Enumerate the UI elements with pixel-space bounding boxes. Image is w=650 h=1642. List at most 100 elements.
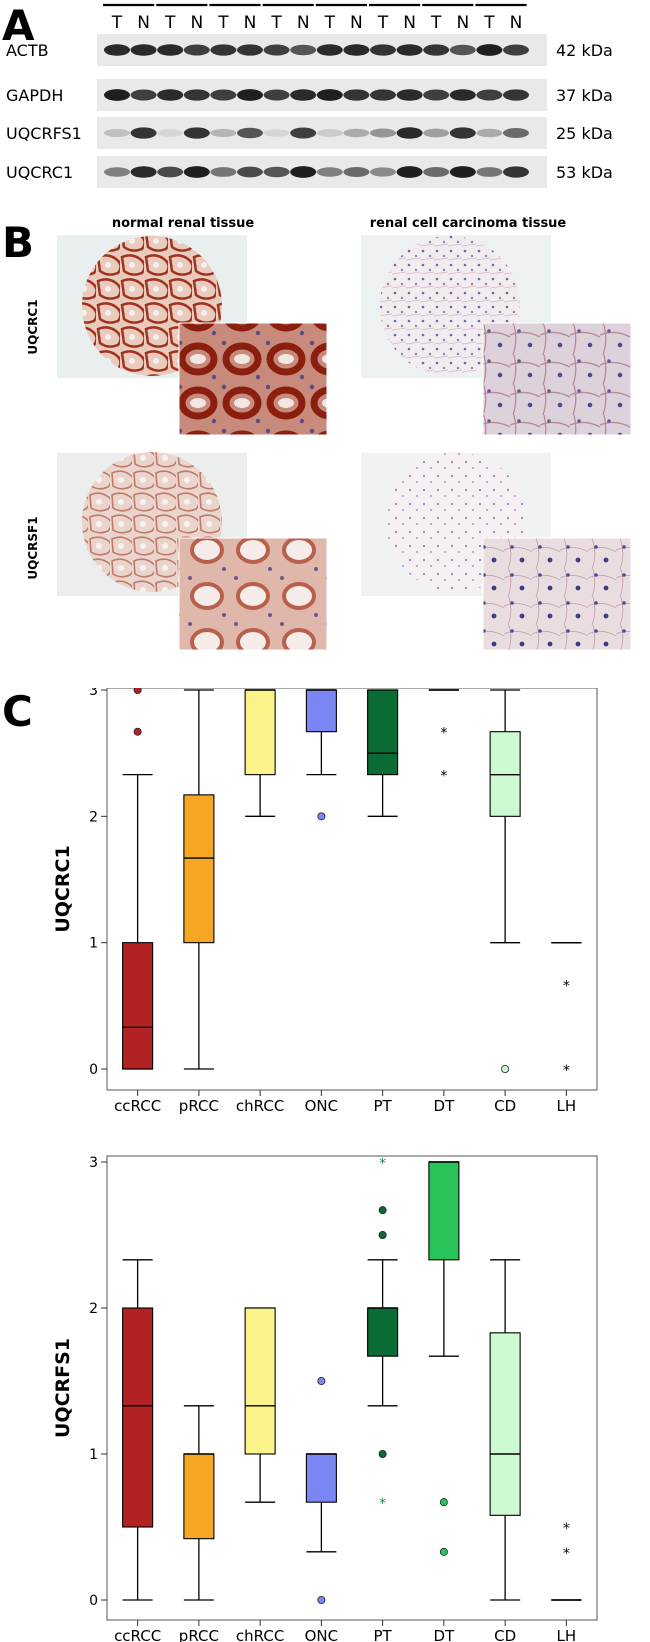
col-title-carcinoma: renal cell carcinoma tissue — [370, 216, 567, 231]
blot-band — [503, 89, 529, 101]
lane-label: N — [510, 13, 523, 33]
protein-label: UQCRC1 — [6, 163, 73, 182]
blot-band — [343, 89, 370, 101]
blot-band — [343, 128, 370, 138]
lane-label: N — [137, 13, 150, 33]
blot-row-uqcrc1: UQCRC1 53 kDa — [6, 156, 613, 188]
blot-band — [476, 128, 503, 138]
blot-band — [343, 44, 370, 56]
blot-band — [104, 129, 130, 137]
y-axis-label: UQCRFS1 — [52, 1338, 74, 1438]
x-tick-label: CD — [494, 1627, 516, 1642]
box-chrcc — [244, 689, 276, 817]
x-tick-label: DT — [434, 1627, 456, 1642]
box-pt — [367, 689, 399, 817]
blot-band — [130, 127, 157, 139]
x-tick-label: ccRCC — [114, 1097, 161, 1115]
blot-band — [449, 127, 476, 139]
blot-band — [370, 44, 396, 56]
lane-label: N — [456, 13, 469, 33]
lane-label: N — [350, 13, 363, 33]
blot-band — [396, 89, 423, 101]
blot-band — [183, 44, 210, 56]
extreme-point: * — [379, 1496, 386, 1512]
blot-band — [316, 167, 343, 177]
x-tick-label: ccRCC — [114, 1627, 161, 1642]
blot-band — [370, 89, 396, 101]
lane-label: T — [270, 13, 282, 33]
outlier-point — [378, 1206, 387, 1215]
ihc-image-uqcrsf1-carcinoma — [361, 452, 632, 651]
blot-band — [396, 127, 423, 139]
blot-band — [104, 89, 130, 101]
box-iqr — [367, 1307, 399, 1357]
blot-band — [449, 44, 476, 56]
blot-band — [290, 44, 317, 56]
blot-band — [290, 166, 317, 178]
x-tick-label: DT — [434, 1097, 456, 1115]
blot-band — [316, 44, 343, 56]
blot-band — [210, 44, 237, 56]
outlier-point — [439, 1498, 448, 1507]
blot-band — [423, 89, 450, 101]
blot-band — [130, 166, 157, 178]
panel-label-b: B — [2, 218, 34, 267]
extreme-point: * — [440, 726, 447, 742]
extreme-point: * — [563, 1063, 570, 1079]
blot-band — [157, 44, 184, 56]
x-tick-label: chRCC — [236, 1627, 284, 1642]
blot-band — [316, 89, 343, 101]
box-iqr — [305, 689, 337, 733]
box-chrcc — [244, 1307, 276, 1503]
blot-band — [503, 128, 529, 138]
blot-band — [183, 89, 210, 101]
blot-band — [263, 89, 290, 101]
blot-band — [263, 166, 290, 178]
blot-band — [423, 128, 450, 138]
lane-label: T — [164, 13, 176, 33]
box-pt: ** — [367, 1156, 399, 1512]
box-iqr — [244, 689, 276, 776]
blot-band — [104, 167, 130, 177]
blot-band — [423, 167, 450, 177]
blot-row-uqcrfs1: UQCRFS1 25 kDa — [6, 117, 613, 149]
blot-row-gapdh: GAPDH 37 kDa — [6, 79, 613, 111]
blot-band — [157, 166, 184, 178]
extreme-point: * — [563, 1521, 570, 1537]
y-tick-label: 2 — [89, 809, 98, 825]
blot-band — [476, 44, 503, 56]
lane-label: N — [297, 13, 310, 33]
box-cd — [489, 1259, 521, 1601]
box-iqr — [183, 794, 215, 944]
y-tick-label: 0 — [89, 1062, 98, 1078]
extreme-point: * — [440, 769, 447, 785]
ihc-panel: B normal renal tissue renal cell carcino… — [2, 216, 632, 651]
blot-band — [423, 44, 450, 56]
extreme-point: * — [379, 1156, 386, 1172]
kda-label: 42 kDa — [556, 41, 613, 60]
outlier-point — [317, 1595, 326, 1604]
box-iqr — [244, 1307, 276, 1455]
box-prcc — [183, 1405, 215, 1601]
blot-row-actb: ACTB 42 kDa — [6, 34, 613, 66]
lane-label: T — [324, 13, 336, 33]
box-dt — [428, 1161, 460, 1556]
y-tick-label: 2 — [89, 1301, 98, 1317]
kda-label: 37 kDa — [556, 86, 613, 105]
box-lh: ** — [551, 941, 582, 1079]
y-tick-label: 0 — [89, 1593, 98, 1609]
lane-label: T — [377, 13, 389, 33]
blot-band — [237, 89, 263, 101]
blot-band — [263, 44, 290, 56]
blot-band — [237, 44, 263, 56]
panel-c-label-wrap: C — [2, 687, 33, 736]
kda-label: 25 kDa — [556, 124, 613, 143]
outlier-point — [317, 812, 326, 821]
row-label-uqcrc1: UQCRC1 — [26, 299, 40, 354]
box-iqr — [428, 1161, 460, 1261]
kda-label: 53 kDa — [556, 163, 613, 182]
protein-label: ACTB — [6, 41, 49, 60]
